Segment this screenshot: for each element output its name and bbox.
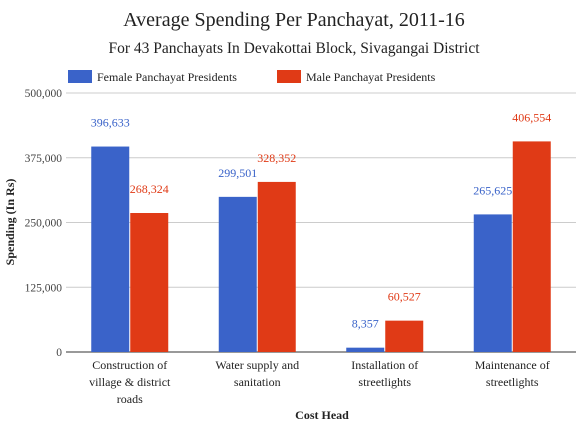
bar-female <box>346 347 385 352</box>
chart-title: Average Spending Per Panchayat, 2011-16 <box>123 9 465 31</box>
legend-swatch-male <box>277 70 301 83</box>
data-label-female: 265,625 <box>473 183 512 197</box>
y-tick-label: 500,000 <box>25 88 63 100</box>
bar-male <box>257 181 296 352</box>
y-tick-label: 125,000 <box>25 282 63 294</box>
legend-swatch-female <box>68 70 92 83</box>
legend: Female Panchayat Presidents Male Panchay… <box>68 70 436 84</box>
y-tick-label: 375,000 <box>25 153 63 165</box>
bars <box>91 141 551 352</box>
bar-female <box>473 214 512 352</box>
legend-label-male: Male Panchayat Presidents <box>306 70 436 84</box>
x-axis-label: Cost Head <box>295 408 349 422</box>
data-label-male: 328,352 <box>257 151 296 165</box>
data-label-male: 268,324 <box>130 182 169 196</box>
data-label-female: 299,501 <box>218 166 257 180</box>
x-tick-label: Construction of village & district roads <box>89 358 171 406</box>
y-tick-label: 0 <box>56 347 62 359</box>
bar-male <box>130 213 169 352</box>
tick-labels: 0 125,000 250,000 375,000 500,000 Constructio… <box>25 88 550 406</box>
data-label-female: 396,633 <box>91 116 130 130</box>
bar-male <box>512 141 551 352</box>
legend-label-female: Female Panchayat Presidents <box>97 70 237 84</box>
chart-subtitle: For 43 Panchayats In Devakottai Block, S… <box>108 40 480 57</box>
bar-male <box>385 320 424 352</box>
data-label-male: 406,554 <box>512 110 551 124</box>
bar-female <box>218 196 257 352</box>
data-label-male: 60,527 <box>388 290 421 304</box>
x-tick-label: Water supply and sanitation <box>215 358 299 389</box>
data-label-female: 8,357 <box>352 317 379 331</box>
y-tick-label: 250,000 <box>25 218 63 230</box>
x-tick-label: Maintenance of streetlights <box>475 358 550 389</box>
bar-female <box>91 146 130 352</box>
x-tick-label: Installation of streetlights <box>351 358 418 389</box>
y-axis-label: Spending (In Rs) <box>3 179 17 266</box>
